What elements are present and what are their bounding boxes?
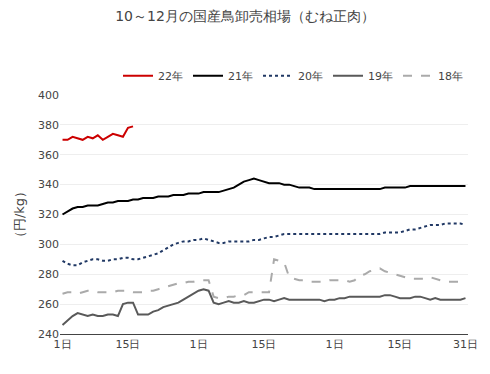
svg-text:1日: 1日 bbox=[190, 338, 208, 351]
svg-text:280: 280 bbox=[38, 268, 59, 281]
svg-text:18年: 18年 bbox=[438, 70, 463, 83]
svg-text:400: 400 bbox=[38, 89, 59, 102]
svg-text:15日: 15日 bbox=[388, 338, 413, 351]
svg-text:340: 340 bbox=[38, 178, 59, 191]
svg-text:260: 260 bbox=[38, 298, 59, 311]
svg-text:1日: 1日 bbox=[326, 338, 344, 351]
svg-text:15日: 15日 bbox=[116, 338, 141, 351]
svg-text:20年: 20年 bbox=[298, 70, 323, 83]
svg-text:1日: 1日 bbox=[54, 338, 72, 351]
svg-text:（円/kg）: （円/kg） bbox=[12, 185, 27, 244]
svg-text:22年: 22年 bbox=[158, 70, 183, 83]
svg-text:360: 360 bbox=[38, 149, 59, 162]
svg-text:15日: 15日 bbox=[252, 338, 277, 351]
svg-text:21年: 21年 bbox=[228, 70, 253, 83]
svg-text:380: 380 bbox=[38, 119, 59, 132]
svg-text:19年: 19年 bbox=[368, 70, 393, 83]
svg-text:300: 300 bbox=[38, 238, 59, 251]
svg-text:10～12月の国産鳥卸売相場（むね正肉）: 10～12月の国産鳥卸売相場（むね正肉） bbox=[115, 8, 375, 24]
svg-text:240: 240 bbox=[38, 328, 59, 341]
svg-text:31日: 31日 bbox=[453, 338, 478, 351]
svg-text:320: 320 bbox=[38, 208, 59, 221]
